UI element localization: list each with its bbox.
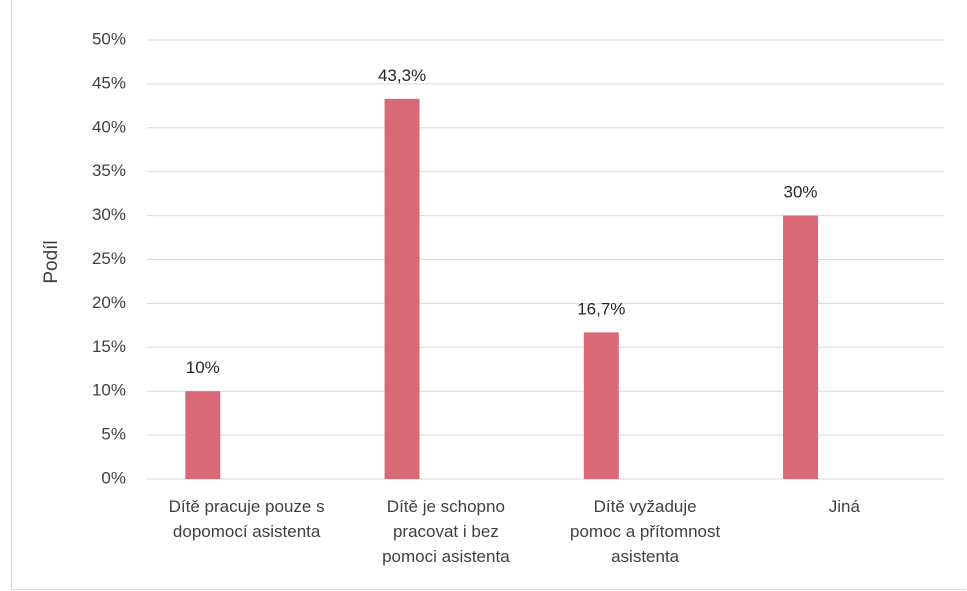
- y-tick-label: 40%: [92, 117, 126, 136]
- y-tick-label: 25%: [92, 249, 126, 268]
- y-tick-label: 50%: [92, 29, 126, 48]
- x-category-label: Jiná: [829, 497, 861, 516]
- bars: [185, 98, 819, 480]
- data-label: 16,7%: [577, 299, 625, 318]
- category-labels: Dítě pracuje pouze s dopomocí asistenta Dí…: [169, 497, 861, 566]
- chart-frame: [11, 0, 966, 590]
- bar: [583, 332, 619, 479]
- data-label: 43,3%: [378, 66, 426, 85]
- data-label: 30%: [784, 183, 818, 202]
- data-labels: 10% 43,3% 16,7% 30%: [186, 66, 818, 377]
- bar: [384, 98, 420, 480]
- y-tick-label: 5%: [101, 425, 126, 444]
- y-tick-label: 0%: [101, 468, 126, 487]
- y-tick-label: 20%: [92, 293, 126, 312]
- y-tick-label: 15%: [92, 337, 126, 356]
- bar: [783, 215, 819, 479]
- y-tick-label: 10%: [92, 381, 126, 400]
- x-category-label: Dítě vyžaduje pomoc a přítomnost asistenta: [570, 497, 721, 566]
- x-category-label: Dítě je schopno pracovat i bez pomoci asis…: [382, 497, 510, 566]
- data-label: 10%: [186, 358, 220, 377]
- y-tick-label: 30%: [92, 205, 126, 224]
- y-tick-label: 45%: [92, 73, 126, 92]
- bar: [185, 391, 221, 479]
- gridlines: [147, 39, 944, 480]
- y-axis-ticks: 0% 5% 10% 15% 20% 25% 30% 35% 40% 45% 50%: [92, 29, 126, 487]
- y-axis-label: Podíl: [41, 240, 62, 283]
- y-tick-label: 35%: [92, 161, 126, 180]
- x-category-label: Dítě pracuje pouze s dopomocí asistenta: [169, 497, 325, 541]
